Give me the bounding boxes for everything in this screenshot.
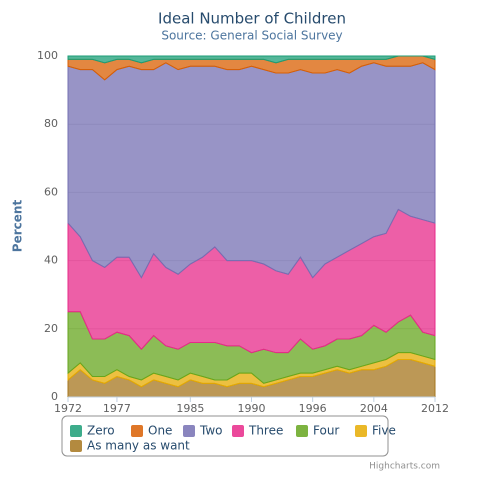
x-tick-label: 1985: [176, 402, 204, 415]
x-tick-label: 1996: [299, 402, 327, 415]
legend-box: [61, 415, 389, 457]
x-tick-label: 2012: [421, 402, 449, 415]
legend-symbol: [183, 425, 195, 437]
chart-subtitle: Source: General Social Survey: [161, 29, 342, 43]
legend-label: Five: [372, 424, 396, 438]
chart-title: Ideal Number of Children: [158, 10, 346, 28]
y-tick-label: 80: [44, 117, 58, 130]
x-tick-label: 1972: [54, 402, 82, 415]
y-tick-label: 100: [37, 49, 58, 62]
legend-symbol: [70, 425, 82, 437]
legend-symbol: [296, 425, 308, 437]
y-axis-label: Percent: [11, 200, 25, 253]
legend-symbol: [131, 425, 143, 437]
legend-symbol: [355, 425, 367, 437]
legend-label: Three: [248, 424, 283, 438]
credits: Highcharts.com: [369, 462, 440, 472]
y-tick-label: 60: [44, 185, 58, 198]
legend-symbol: [70, 440, 82, 452]
x-tick-label: 1977: [103, 402, 131, 415]
legend-label: One: [148, 424, 172, 438]
x-tick-label: 1990: [238, 402, 266, 415]
y-tick-label: 40: [44, 254, 58, 267]
legend-label: Zero: [87, 424, 115, 438]
legend-label: Four: [313, 424, 339, 438]
y-tick-label: 0: [51, 390, 58, 403]
x-tick-label: 2004: [360, 402, 388, 415]
area: [67, 55, 436, 64]
legend-label: As many as want: [87, 439, 190, 453]
legend-label: Two: [199, 424, 223, 438]
legend-symbol: [232, 425, 244, 437]
y-tick-label: 20: [44, 322, 58, 335]
